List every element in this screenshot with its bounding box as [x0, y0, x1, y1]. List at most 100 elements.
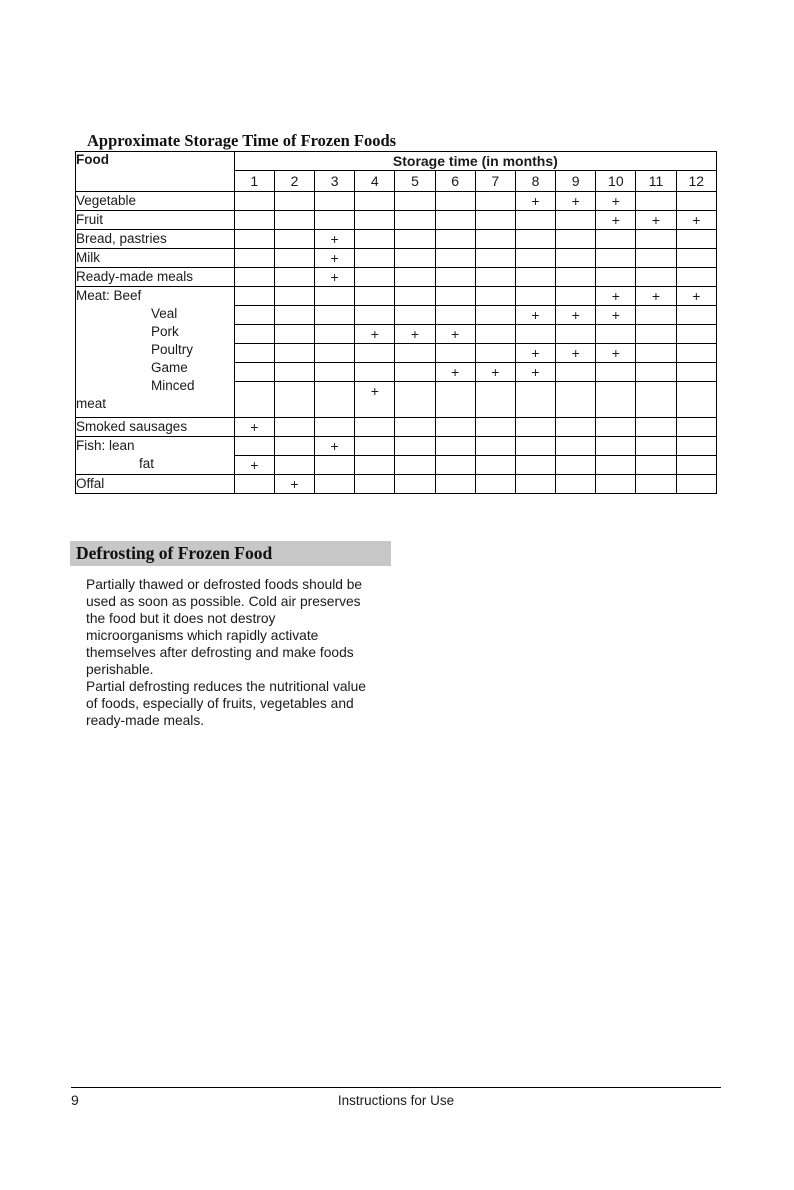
empty-cell: [394, 417, 436, 437]
empty-cell: [635, 474, 677, 494]
food-label-cell: Vegetable: [75, 191, 235, 211]
empty-cell: [354, 267, 396, 287]
empty-cell: [555, 229, 597, 249]
empty-cell: [595, 436, 637, 456]
storage-mark-cell: +: [394, 324, 436, 344]
empty-cell: [314, 324, 356, 344]
month-header: 4: [354, 170, 396, 192]
empty-cell: [555, 436, 597, 456]
food-label-cell: Offal: [75, 474, 235, 494]
empty-cell: [434, 474, 476, 494]
storage-mark-cell: +: [273, 474, 316, 494]
food-label: meat: [76, 396, 107, 411]
storage-mark-cell: +: [555, 305, 597, 325]
empty-cell: [354, 455, 396, 475]
empty-cell: [233, 248, 275, 268]
empty-cell: [394, 362, 436, 382]
empty-cell: [233, 381, 275, 418]
empty-cell: [273, 267, 316, 287]
empty-cell: [514, 455, 557, 475]
storage-mark-cell: +: [555, 343, 597, 363]
table-row: Bread, pastries +: [75, 229, 718, 249]
storage-mark-cell: +: [514, 305, 557, 325]
month-header: 7: [474, 170, 516, 192]
empty-cell: [635, 267, 677, 287]
month-header: 2: [273, 170, 316, 192]
storage-mark-cell: +: [595, 343, 637, 363]
empty-cell: [595, 324, 637, 344]
food-label: fat: [139, 456, 155, 471]
empty-cell: [233, 210, 275, 230]
empty-cell: [273, 417, 316, 437]
empty-cell: [555, 362, 597, 382]
storage-mark-cell: +: [434, 324, 476, 344]
empty-cell: [474, 210, 516, 230]
food-label: Milk: [76, 250, 100, 265]
empty-cell: [233, 267, 275, 287]
empty-cell: [434, 436, 476, 456]
empty-cell: [273, 343, 316, 363]
empty-cell: [635, 248, 677, 268]
empty-cell: [273, 381, 316, 418]
empty-cell: [354, 436, 396, 456]
empty-cell: [595, 381, 637, 418]
empty-cell: [474, 417, 516, 437]
food-label-cell: Milk: [75, 248, 235, 268]
empty-cell: [675, 343, 718, 363]
empty-cell: [474, 229, 516, 249]
table-row: Vegetable + + +: [75, 191, 718, 211]
section-heading-bar: Defrosting of Frozen Food: [70, 541, 391, 566]
storage-time-header: Storage time (in months): [233, 151, 718, 171]
storage-mark-cell: +: [314, 436, 356, 456]
empty-cell: [474, 436, 516, 456]
empty-cell: [314, 417, 356, 437]
empty-cell: [675, 381, 718, 418]
paragraph-line: themselves after defrosting and make foo…: [86, 645, 354, 660]
empty-cell: [514, 324, 557, 344]
paragraph-line: ready-made meals.: [86, 713, 205, 728]
paragraph-line: Partial defrosting reduces the nutrition…: [86, 679, 366, 694]
table-body: Vegetable + + + Fruit + + + Bread, pastries + Milk…: [75, 191, 718, 494]
empty-cell: [233, 229, 275, 249]
table-row: Ready-made meals +: [75, 267, 718, 287]
empty-cell: [514, 286, 557, 306]
empty-cell: [514, 248, 557, 268]
empty-cell: [314, 362, 356, 382]
empty-cell: [394, 343, 436, 363]
food-label: Vegetable: [76, 193, 137, 208]
food-label: Smoked sausages: [76, 419, 188, 434]
empty-cell: [354, 305, 396, 325]
empty-cell: [273, 286, 316, 306]
paragraph-line: used as soon as possible. Cold air prese…: [86, 594, 361, 609]
food-label-cell: Bread, pastries: [75, 229, 235, 249]
empty-cell: [434, 229, 476, 249]
month-header: 6: [434, 170, 476, 192]
storage-mark-cell: +: [514, 343, 557, 363]
table-row: + + +: [76, 324, 718, 344]
storage-mark-cell: +: [314, 248, 356, 268]
empty-cell: [434, 267, 476, 287]
empty-cell: [314, 305, 356, 325]
empty-cell: [595, 362, 637, 382]
empty-cell: [635, 343, 677, 363]
empty-cell: [314, 210, 356, 230]
empty-cell: [233, 474, 275, 494]
empty-cell: [555, 248, 597, 268]
empty-cell: [354, 286, 396, 306]
storage-mark-cell: +: [595, 191, 637, 211]
empty-cell: [635, 436, 677, 456]
food-label: Game: [151, 360, 188, 375]
empty-cell: [555, 381, 597, 418]
month-header: 1: [233, 170, 275, 192]
empty-cell: [474, 286, 516, 306]
empty-cell: [595, 417, 637, 437]
empty-cell: [675, 362, 718, 382]
empty-cell: [273, 455, 316, 475]
table-row: + + +: [76, 305, 718, 325]
empty-cell: [233, 191, 275, 211]
food-label: Veal: [151, 306, 178, 321]
empty-cell: [595, 229, 637, 249]
food-label-cell: Fruit: [75, 210, 235, 230]
storage-mark-cell: +: [555, 191, 597, 211]
paragraph-line: of foods, especially of fruits, vegetabl…: [86, 696, 354, 711]
